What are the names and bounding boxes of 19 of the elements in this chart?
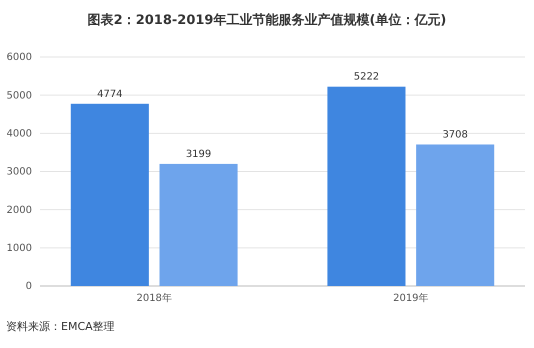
chart-title: 图表2：2018-2019年工业节能服务业产值规模(单位：亿元): [88, 12, 446, 28]
y-tick-label: 2000: [6, 204, 32, 216]
y-tick-label: 1000: [6, 243, 32, 254]
data-label: 4774: [97, 88, 123, 100]
y-tick-label: 6000: [6, 52, 32, 64]
text: 资料来源：EMCA整理: [6, 320, 115, 333]
y-tick-label: 3000: [6, 166, 32, 178]
bar: [160, 164, 238, 286]
x-tick-label: 2019年: [393, 292, 429, 304]
bar: [416, 144, 494, 286]
y-tick-label: 0: [26, 281, 32, 292]
bar: [70, 104, 149, 286]
data-label: 5222: [354, 72, 380, 83]
y-tick-label: 4000: [6, 128, 32, 140]
y-tick-label: 5000: [6, 90, 32, 102]
data-label: 3708: [442, 129, 468, 140]
bar: [327, 86, 406, 286]
data-label: 3199: [186, 148, 212, 160]
x-tick-label: 2018年: [136, 292, 172, 304]
